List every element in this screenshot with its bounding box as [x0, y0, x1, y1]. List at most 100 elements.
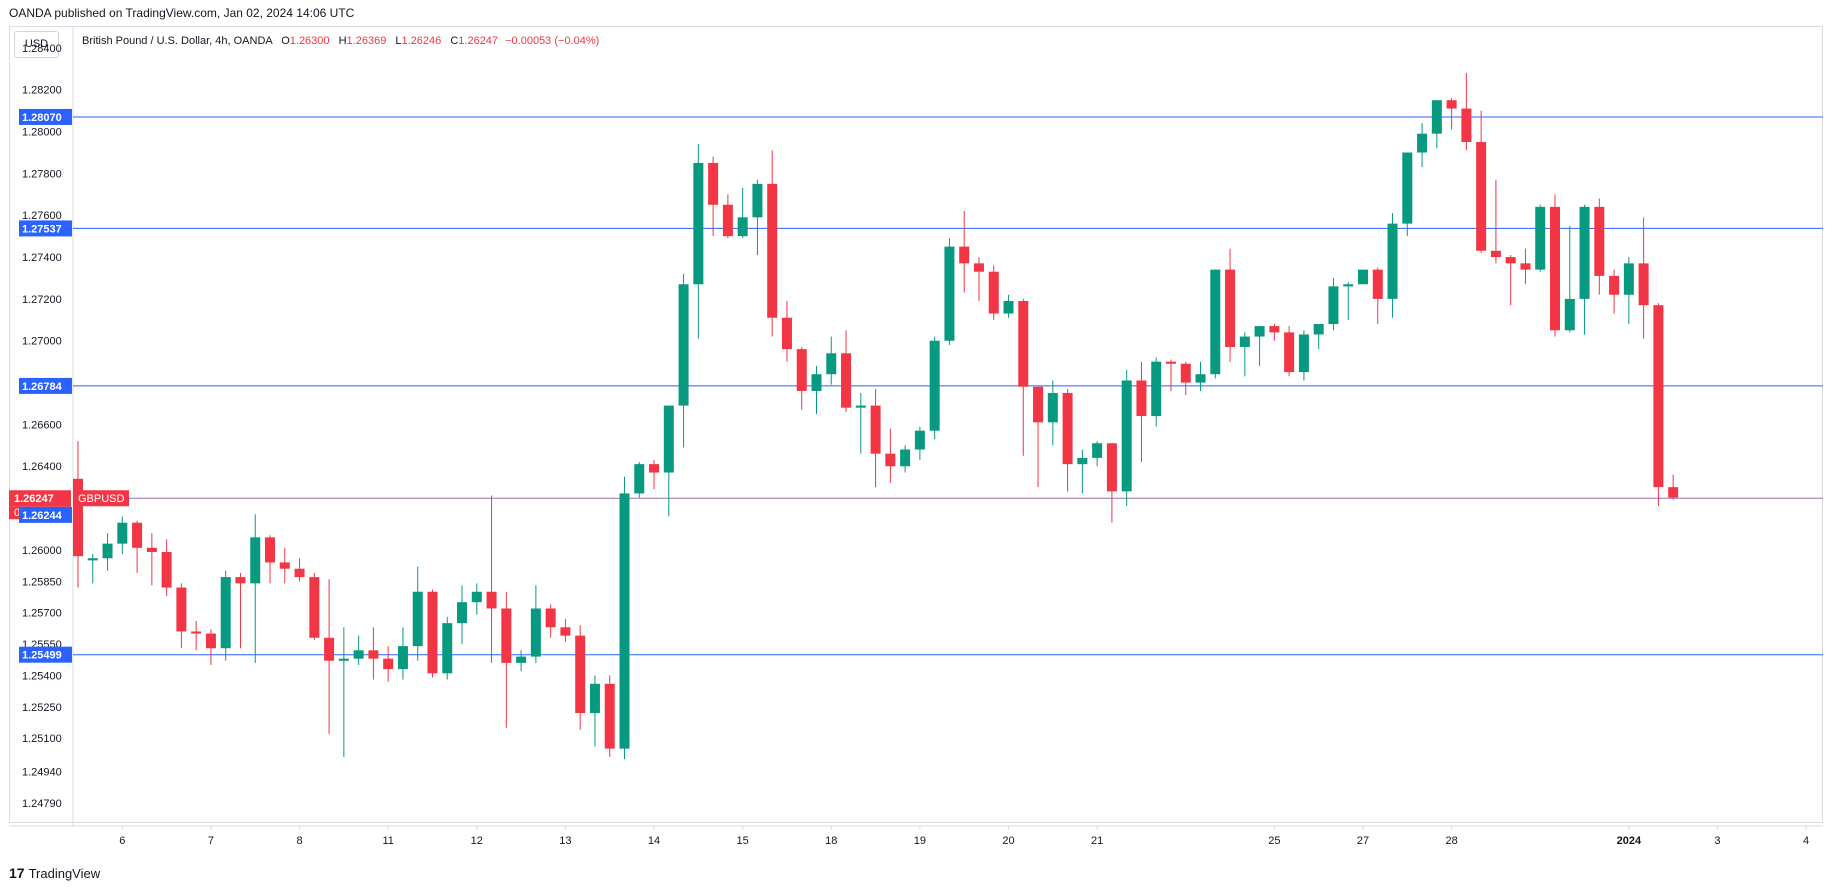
candle-body	[1372, 269, 1383, 299]
candle-body	[767, 183, 778, 318]
candle-body	[1343, 284, 1354, 287]
candle-body	[870, 405, 881, 454]
candle-body	[900, 449, 911, 467]
candle-body	[678, 284, 689, 406]
hline-price-label: 1.26784	[22, 381, 63, 393]
candle-body	[811, 374, 822, 391]
legend-low: 1.26246	[401, 35, 442, 47]
price-tick-label: 1.25250	[22, 702, 62, 714]
candle-body	[102, 543, 113, 559]
bid-price-label: 1.26244	[22, 510, 63, 522]
time-tick-label: 21	[1091, 835, 1103, 847]
time-axis[interactable]: 6 7 8 11 12 13 14 15 18 19 20 21 25 27 28 2024 3 4	[9, 825, 1823, 847]
time-tick-label: 19	[914, 835, 926, 847]
price-tick-label: 1.28000	[22, 127, 62, 139]
tradingview-brand: TradingView	[28, 865, 101, 881]
legend-close: 1.26247	[458, 35, 499, 47]
candle-body	[604, 683, 615, 749]
candle-body	[885, 453, 896, 467]
candle-body	[973, 263, 984, 272]
candle-body	[1402, 152, 1413, 224]
currency-button[interactable]: USD	[14, 31, 59, 58]
candle-body	[1505, 257, 1516, 264]
candle-body	[1328, 286, 1339, 325]
candle-body	[722, 204, 733, 237]
chart-legend: British Pound / U.S. Dollar, 4h, OANDA O…	[82, 35, 599, 47]
candle-body	[1609, 275, 1620, 295]
price-tick-label: 1.24790	[22, 798, 62, 810]
candle-body	[796, 349, 807, 391]
candle-body	[1136, 380, 1147, 417]
hline-price-tag	[19, 108, 72, 125]
candle-body	[1535, 206, 1546, 270]
horizontal-lines	[73, 116, 1823, 656]
candle-body	[1461, 108, 1472, 143]
candle-body	[545, 608, 556, 628]
candle-body	[1210, 269, 1221, 375]
price-tick-label: 1.26400	[22, 461, 62, 473]
candle-body	[250, 537, 261, 584]
price-tick-label: 1.26600	[22, 419, 62, 431]
candle-body	[1623, 263, 1634, 295]
price-tick-label: 1.25700	[22, 608, 62, 620]
candle-body	[338, 658, 349, 661]
time-tick-label: 15	[737, 835, 749, 847]
candle-body	[516, 656, 527, 663]
price-tick-label: 1.27200	[22, 294, 62, 306]
candle-body	[191, 631, 202, 634]
price-tick-label: 1.28400	[22, 43, 62, 55]
candle-body	[619, 493, 630, 749]
candle-body	[87, 558, 98, 561]
time-tick-label: 3	[1714, 835, 1720, 847]
candle-body	[1092, 443, 1103, 458]
candle-body	[146, 547, 157, 552]
hline-price-tag	[19, 646, 72, 663]
candle-body	[161, 551, 172, 588]
candle-body	[1446, 100, 1457, 109]
candle-body	[589, 683, 600, 714]
candle-body	[708, 162, 719, 205]
candle-body	[383, 658, 394, 670]
candle-body	[279, 562, 290, 569]
candle-body	[841, 353, 852, 408]
candle-body	[309, 577, 320, 638]
candle-body	[1357, 269, 1368, 285]
time-tick-label: 4	[1803, 835, 1809, 847]
candle-body	[220, 577, 231, 649]
candle-body	[1476, 142, 1487, 251]
candle-body	[1490, 250, 1501, 258]
time-tick-label: 8	[296, 835, 302, 847]
price-axis[interactable]: 1.28400 1.28200 1.28000 1.27800 1.27600 1.274…	[22, 27, 74, 826]
candle-body	[1003, 301, 1014, 314]
candle-body	[1564, 298, 1575, 331]
time-tick-label: 18	[825, 835, 837, 847]
candle-body	[914, 430, 925, 450]
candle-body	[929, 340, 940, 431]
candle-body	[132, 522, 143, 548]
candle-body	[501, 608, 512, 663]
legend-open: 1.26300	[289, 35, 330, 47]
candle-body	[944, 246, 955, 341]
time-tick-label: 11	[382, 835, 393, 847]
candle-body	[235, 577, 246, 584]
price-tick-label: 1.26000	[22, 545, 62, 557]
candle-body	[1284, 332, 1295, 373]
hline-price-label: 1.28070	[22, 112, 62, 124]
candle-body	[649, 464, 660, 473]
tradingview-logo-icon: 17	[9, 865, 25, 881]
candle-body	[486, 591, 497, 609]
candles	[73, 73, 1679, 760]
candle-body	[781, 317, 792, 350]
price-tick-label: 1.25850	[22, 576, 62, 588]
candle-body	[1269, 326, 1280, 333]
price-tick-label: 1.27800	[22, 168, 62, 180]
published-caption: OANDA published on TradingView.com, Jan …	[9, 6, 355, 20]
chart-frame	[9, 26, 1823, 823]
time-tick-label: 7	[208, 835, 214, 847]
candle-body	[1550, 206, 1560, 331]
candle-body	[663, 405, 674, 473]
candle-body	[1047, 393, 1058, 423]
candle-body	[530, 608, 541, 657]
candle-body	[1638, 263, 1649, 306]
